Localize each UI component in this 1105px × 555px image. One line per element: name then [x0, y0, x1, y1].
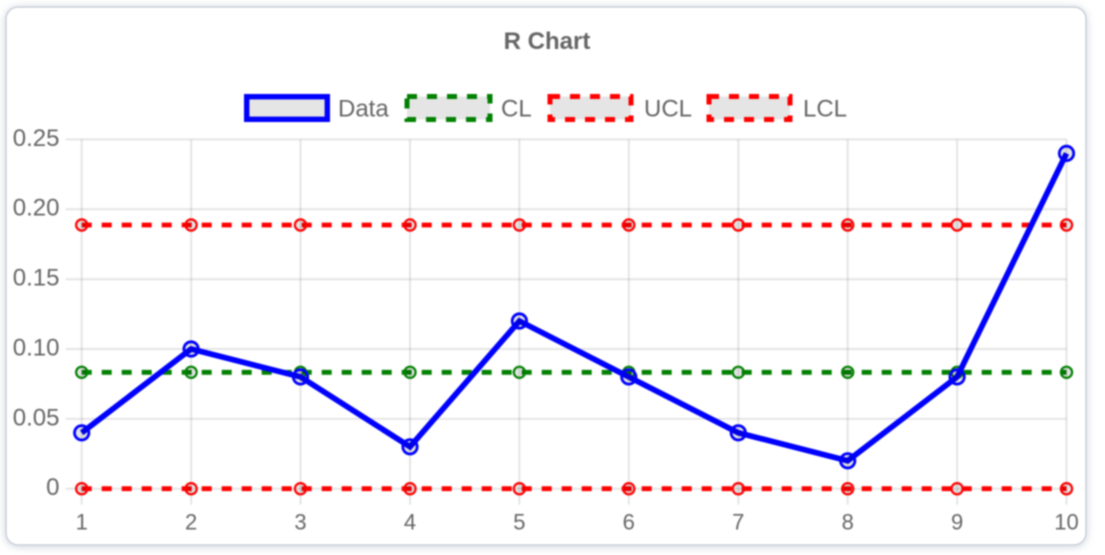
- svg-text:R Chart: R Chart: [504, 28, 591, 55]
- svg-text:3: 3: [294, 510, 306, 535]
- svg-text:0.25: 0.25: [13, 125, 60, 152]
- svg-text:7: 7: [732, 510, 744, 535]
- svg-text:9: 9: [951, 510, 963, 535]
- svg-text:LCL: LCL: [803, 96, 847, 123]
- svg-text:0.15: 0.15: [13, 265, 60, 292]
- svg-text:4: 4: [404, 510, 416, 535]
- svg-text:0: 0: [46, 474, 59, 501]
- svg-text:2: 2: [185, 510, 197, 535]
- svg-text:CL: CL: [501, 96, 532, 123]
- svg-text:10: 10: [1054, 510, 1078, 535]
- svg-text:0.10: 0.10: [13, 334, 60, 361]
- svg-text:8: 8: [842, 510, 854, 535]
- svg-text:0.05: 0.05: [13, 404, 60, 431]
- svg-text:5: 5: [513, 510, 525, 535]
- svg-text:0.20: 0.20: [13, 195, 60, 222]
- svg-text:1: 1: [76, 510, 88, 535]
- svg-text:6: 6: [623, 510, 635, 535]
- svg-text:Data: Data: [338, 96, 389, 123]
- svg-text:UCL: UCL: [644, 96, 692, 123]
